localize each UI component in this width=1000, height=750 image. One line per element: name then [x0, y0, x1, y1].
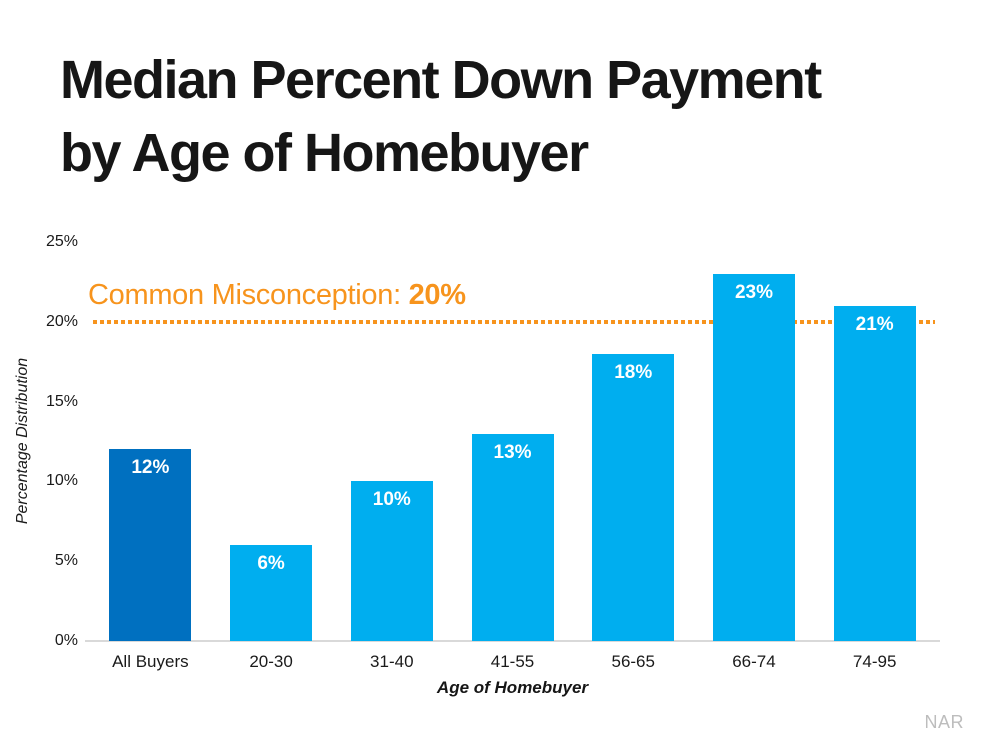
y-tick-label: 5%	[54, 552, 78, 570]
x-tick-label: All Buyers	[112, 652, 189, 671]
page-title-line-2: by Age of Homebuyer	[60, 123, 589, 183]
plot-area: 12% 6% 10% 13% 18% 23% 21%	[90, 242, 935, 641]
bar-56-65: 18%	[592, 353, 675, 641]
page-title: Median Percent Down Payment by Age of Ho…	[60, 44, 822, 190]
x-tick-label: 41-55	[490, 652, 535, 671]
y-tick-label: 0%	[54, 632, 78, 649]
x-axis-line	[85, 640, 940, 642]
bar-value-label: 13%	[493, 441, 532, 463]
y-tick-label: 25%	[45, 233, 78, 250]
chart-plot: 12% 6% 10% 13% 18% 23% 21%	[90, 242, 935, 641]
x-tick-label: 20-30	[249, 652, 293, 671]
misconception-annotation-value: 20%	[408, 279, 466, 311]
bar-column: 18%	[573, 242, 694, 641]
misconception-annotation-text: Common Misconception:	[88, 279, 409, 311]
bar-column: 13%	[452, 242, 573, 641]
bar-value-label: 18%	[614, 361, 653, 383]
bar-value-label: 12%	[131, 457, 170, 479]
x-tick-label: 31-40	[370, 652, 414, 671]
source-attribution: NAR	[924, 712, 964, 732]
bar-column: 6%	[211, 242, 332, 641]
bar-66-74: 23%	[712, 273, 795, 641]
bar-20-30: 6%	[230, 545, 313, 641]
misconception-annotation: Common Misconception: 20%	[88, 279, 466, 312]
bar-column: 10%	[331, 242, 452, 641]
x-tick-label: 66-74	[732, 652, 776, 671]
reference-line-20pct	[93, 319, 935, 324]
y-tick-label: 10%	[45, 472, 78, 490]
x-axis-ticks: All Buyers 20-30 31-40 41-55 56-65 66-74 74-95	[90, 652, 935, 672]
y-tick-label: 20%	[45, 312, 78, 330]
bar-column: 23%	[694, 242, 815, 641]
x-tick-label: 56-65	[611, 652, 655, 671]
bar-value-label: 10%	[372, 489, 411, 511]
y-tick-label: 15%	[45, 392, 78, 410]
bar-41-55: 13%	[471, 433, 554, 641]
page-title-line-1: Median Percent Down Payment	[60, 50, 822, 110]
bar-value-label: 6%	[257, 553, 285, 575]
y-axis-ticks: 0% 5% 10% 15% 20% 25%	[30, 234, 78, 649]
bar-value-label: 23%	[734, 281, 773, 303]
bar-all-buyers: 12%	[109, 449, 192, 641]
bar-column: 12%	[90, 242, 211, 641]
x-tick-label: 74-95	[852, 652, 897, 671]
x-axis-title: Age of Homebuyer	[436, 678, 589, 697]
bar-74-95: 21%	[833, 305, 916, 641]
bar-value-label: 21%	[855, 313, 894, 335]
bar-31-40: 10%	[350, 481, 433, 641]
bar-column: 21%	[814, 242, 935, 641]
